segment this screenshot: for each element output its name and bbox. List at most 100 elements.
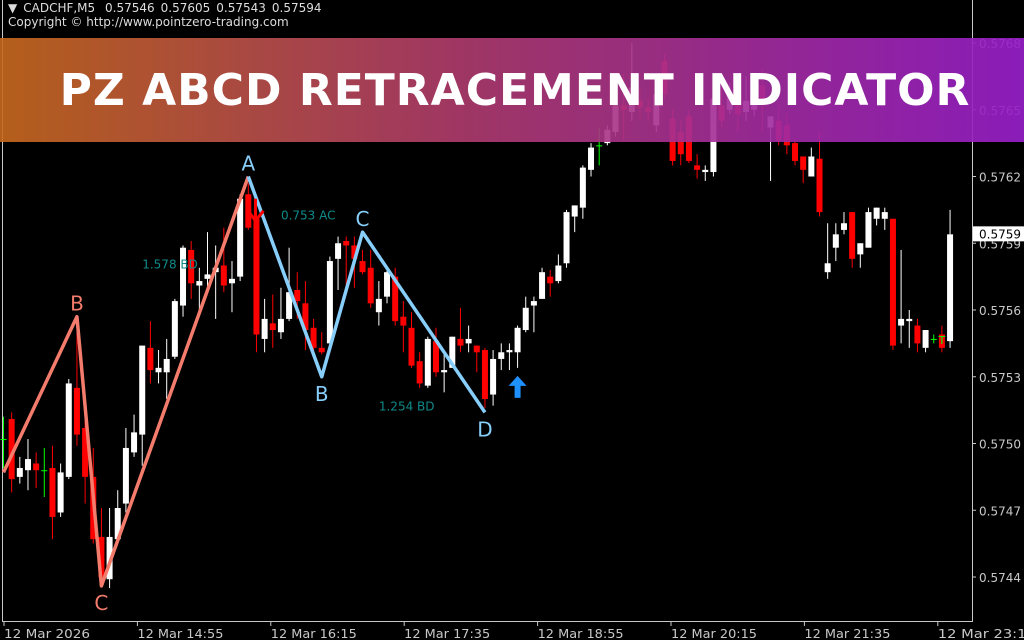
candle-body	[530, 301, 537, 306]
candle	[24, 439, 31, 491]
candle	[228, 261, 235, 313]
candle	[702, 165, 709, 181]
candle-body	[416, 361, 423, 384]
candle	[473, 345, 480, 373]
pattern-point-label: B	[315, 382, 329, 406]
candle-body	[865, 212, 872, 248]
x-tick-label: 12 Mar 23:10	[938, 627, 1024, 640]
candle	[196, 267, 203, 310]
candle-body	[473, 345, 480, 353]
x-tick-label: 12 Mar 20:15	[671, 627, 757, 640]
candle-body	[571, 205, 578, 217]
candle-body	[849, 212, 856, 259]
candle	[808, 147, 815, 177]
candle-body	[367, 267, 374, 304]
candle	[490, 350, 497, 406]
candle	[204, 232, 211, 293]
candle-body	[832, 234, 839, 248]
x-tick-label: 12 Mar 14:55	[137, 627, 223, 640]
banner-title: PZ ABCD RETRACEMENT INDICATOR	[59, 64, 971, 116]
candle-body	[596, 145, 603, 147]
candle-body	[343, 241, 350, 246]
candle	[171, 298, 178, 359]
candle-body	[408, 327, 415, 366]
candle-body	[253, 218, 260, 335]
candle-body	[914, 325, 921, 344]
ohlc-close: 0.57594	[271, 1, 322, 15]
candle	[277, 287, 284, 339]
candle	[245, 183, 252, 230]
time-axis[interactable]: 12 Mar 2026 12 Mar 14:55 12 Mar 16:15 12 Ma…	[3, 621, 1024, 640]
candle-body	[204, 274, 211, 279]
candle-body	[490, 358, 497, 395]
chart-header: ▼ CADCHF,M5 0.57546 0.57605 0.57543 0.57594 …	[8, 1, 328, 29]
candle	[873, 207, 880, 226]
candle-body	[220, 265, 227, 286]
sell-arrow-icon	[248, 198, 265, 224]
candle-body	[702, 169, 709, 173]
candle	[588, 143, 595, 177]
candle	[335, 236, 342, 290]
candle-body	[155, 367, 162, 373]
candle	[188, 241, 195, 299]
candle-body	[947, 234, 954, 342]
candle	[131, 414, 138, 457]
ratio-annotation: 1.254 BD	[379, 400, 435, 414]
candle	[840, 212, 847, 235]
candle	[57, 463, 64, 517]
candle-body	[392, 276, 399, 322]
candle-body	[188, 249, 195, 284]
candle-body	[579, 167, 586, 208]
abcd-patterns-layer: B C A B C D 0.753 AC 1.578 BD 1.254 BD T	[1, 152, 946, 615]
candle-body	[677, 132, 684, 155]
candle	[457, 307, 464, 353]
pattern-point-label: A	[241, 152, 255, 176]
y-tick-label: 0.5747	[979, 504, 1021, 518]
candle	[898, 249, 905, 344]
candle-body	[196, 281, 203, 286]
candle-body	[449, 336, 456, 368]
candle-body	[922, 330, 929, 348]
price-axis[interactable]: 0.57680.57650.57620.57590.57560.57530.57…	[972, 37, 1024, 585]
collapse-triangle-icon[interactable]: ▼	[8, 1, 18, 15]
x-tick-label: 12 Mar 21:35	[804, 627, 890, 640]
candle-body	[294, 289, 301, 302]
candle	[318, 332, 325, 355]
pattern-point-label: C	[356, 207, 370, 231]
candle	[792, 138, 799, 166]
candle	[49, 445, 56, 540]
candle	[555, 254, 562, 284]
candle	[310, 318, 317, 353]
candle	[326, 256, 333, 344]
candle-body	[563, 212, 570, 264]
candle	[938, 325, 945, 353]
candle-body	[400, 316, 407, 326]
candle-body	[465, 338, 472, 344]
candle-body	[73, 387, 80, 435]
candle-body	[555, 265, 562, 282]
x-tick-label: 12 Mar 16:15	[271, 627, 357, 640]
candle-body	[889, 218, 896, 346]
candle-body	[65, 383, 72, 477]
candle	[367, 249, 374, 308]
candle	[506, 343, 513, 371]
candle	[0, 416, 7, 468]
candle-body	[840, 223, 847, 230]
candle-body	[808, 156, 815, 177]
candle	[694, 154, 701, 179]
candle	[914, 318, 921, 353]
candle-body	[792, 143, 799, 161]
x-tick-label: 12 Mar 2026	[4, 627, 90, 640]
candle-body	[351, 245, 358, 259]
candle	[539, 267, 546, 299]
candle-body	[16, 467, 23, 477]
buy-arrow-icon	[508, 375, 527, 398]
candle	[180, 245, 187, 317]
candle-body	[514, 327, 521, 353]
candle	[343, 236, 350, 290]
current-price-box	[973, 226, 1024, 242]
candle-body	[180, 247, 187, 306]
candle-body	[816, 158, 823, 213]
y-tick-label: 0.5750	[979, 438, 1021, 452]
candle	[571, 205, 578, 233]
